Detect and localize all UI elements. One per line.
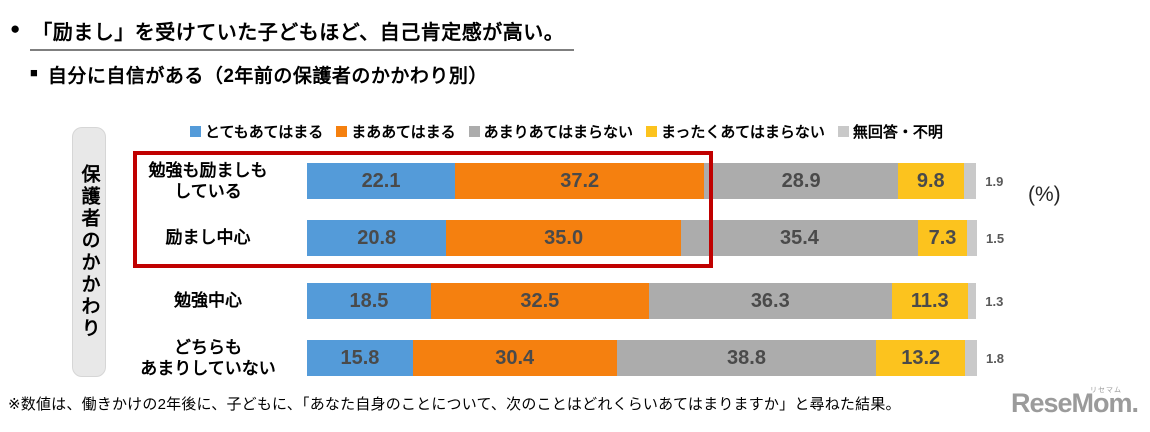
legend-item: あまりあてはまらない bbox=[468, 121, 634, 142]
bar-segment bbox=[963, 163, 977, 199]
legend-swatch-icon bbox=[336, 126, 348, 137]
logo-ruby: リセマム bbox=[1090, 387, 1122, 394]
stacked-bar: 18.5 32.5 36.3 11.3 bbox=[307, 283, 977, 319]
footnote: ※数値は、働きかけの2年後に、子どもに、「あなた自身のことについて、次のことはど… bbox=[8, 396, 901, 413]
stacked-bar: 22.1 37.2 28.9 9.8 bbox=[307, 163, 977, 199]
bar-segment: 13.2 bbox=[876, 340, 965, 376]
legend-item: まああてはまる bbox=[336, 121, 456, 142]
legend-swatch-icon bbox=[646, 126, 658, 137]
legend-label: とてもあてはまる bbox=[205, 124, 324, 141]
bar-row: 勉強も励ましも している 22.1 37.2 28.9 9.8 1.9 bbox=[115, 161, 1004, 201]
bar-segment: 36.3 bbox=[648, 283, 892, 319]
bar-segment: 28.9 bbox=[704, 163, 898, 199]
legend-item: まったくあてはまらない bbox=[646, 121, 825, 142]
bar-rows: 勉強も励ましも している 22.1 37.2 28.9 9.8 1.9 励まし中心 20.8 35… bbox=[115, 150, 1125, 395]
category-label: 勉強も励ましも している bbox=[148, 160, 268, 201]
bar-segment: 30.4 bbox=[412, 340, 617, 376]
chart-subtitle: ■ 自分に自信がある（2年前の保護者のかかわり別） bbox=[30, 61, 488, 88]
bar-segment: 22.1 bbox=[307, 163, 456, 199]
bar-segment: 15.8 bbox=[307, 340, 413, 376]
bar-row: どちらも あまりしていない 15.8 30.4 38.8 13.2 1.8 bbox=[115, 338, 1005, 378]
bar-segment bbox=[967, 283, 977, 319]
bar-segment bbox=[966, 220, 977, 256]
bar-segment: 35.4 bbox=[680, 220, 919, 256]
no-answer-value: 1.9 bbox=[985, 173, 1004, 189]
y-axis-label-text: 保護者のかかわり bbox=[78, 164, 100, 340]
subtitle-text: 自分に自信がある（2年前の保護者のかかわり別） bbox=[47, 66, 488, 87]
legend-label: 無回答・不明 bbox=[852, 124, 943, 141]
bar-segment: 9.8 bbox=[897, 163, 964, 199]
bar-segment: 32.5 bbox=[430, 283, 649, 319]
resemom-logo: リセマム ReseMom. bbox=[1010, 387, 1139, 419]
bar-segment bbox=[964, 340, 977, 376]
bar-row: 勉強中心 18.5 32.5 36.3 11.3 1.3 bbox=[115, 283, 1003, 319]
square-bullet-icon: ■ bbox=[30, 65, 38, 80]
bar-segment: 18.5 bbox=[307, 283, 431, 319]
legend-swatch-icon bbox=[190, 126, 201, 137]
legend-item: 無回答・不明 bbox=[837, 121, 943, 142]
category-label: 励まし中心 bbox=[165, 228, 251, 248]
bar-segment: 20.8 bbox=[307, 220, 447, 256]
stacked-bar: 20.8 35.0 35.4 7.3 bbox=[307, 220, 977, 256]
legend-item: とてもあてはまる bbox=[190, 121, 323, 142]
unit-label: (%) bbox=[1028, 183, 1061, 206]
category-label: どちらも あまりしていない bbox=[140, 337, 276, 378]
logo-text: ReseMom. bbox=[1010, 388, 1139, 418]
bar-segment: 35.0 bbox=[446, 220, 681, 256]
no-answer-value: 1.8 bbox=[985, 350, 1005, 366]
legend: とてもあてはまる まああてはまる あまりあてはまらない まったくあてはまらない 無回答・… bbox=[190, 121, 943, 142]
legend-label: まああてはまる bbox=[351, 124, 456, 141]
legend-swatch-icon bbox=[837, 126, 849, 137]
legend-label: まったくあてはまらない bbox=[661, 124, 825, 141]
page-title: ● 「励まし」を受けていた子どもほど、自己肯定感が高い。 bbox=[10, 16, 575, 51]
bar-segment: 38.8 bbox=[616, 340, 877, 376]
legend-swatch-icon bbox=[468, 126, 480, 137]
y-axis-label: 保護者のかかわり bbox=[72, 127, 106, 377]
title-text: 「励まし」を受けていた子どもほど、自己肯定感が高い。 bbox=[30, 16, 575, 51]
category-label: 勉強中心 bbox=[174, 291, 242, 311]
bar-segment: 37.2 bbox=[455, 163, 705, 199]
bar-row: 励まし中心 20.8 35.0 35.4 7.3 1.5 bbox=[115, 220, 1004, 256]
bar-segment: 11.3 bbox=[891, 283, 968, 319]
no-answer-value: 1.5 bbox=[985, 230, 1005, 246]
legend-label: あまりあてはまらない bbox=[483, 124, 634, 141]
bar-segment: 7.3 bbox=[918, 220, 967, 256]
no-answer-value: 1.3 bbox=[985, 293, 1004, 309]
bullet-icon: ● bbox=[10, 19, 21, 38]
stacked-bar: 15.8 30.4 38.8 13.2 bbox=[307, 340, 977, 376]
